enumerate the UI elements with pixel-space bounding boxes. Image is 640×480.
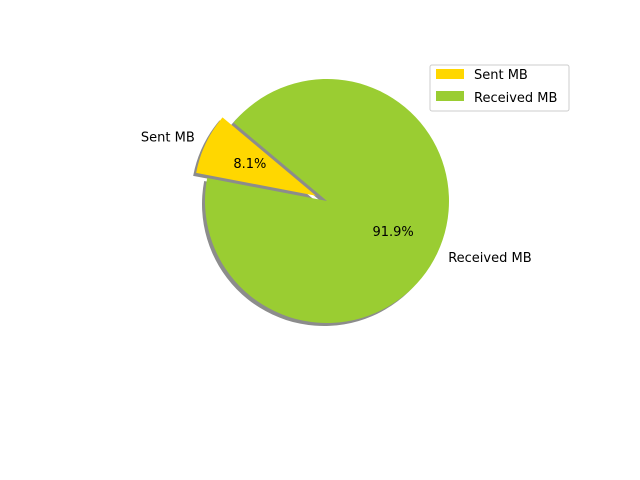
slice-label-received-mb: Received MB: [448, 251, 531, 266]
pie-slice-layer: [196, 78, 449, 323]
slice-label-sent-mb: Sent MB: [141, 131, 195, 146]
legend-swatch-sent: [436, 69, 464, 79]
legend-swatch-received: [436, 91, 464, 101]
pie-slice-received-mb: [204, 78, 449, 323]
legend-entry-sent: Sent MB: [474, 68, 528, 83]
pie-slice-sent-mb: [196, 117, 316, 196]
legend-frame: [429, 64, 570, 112]
legend-entry-received: Received MB: [474, 91, 557, 106]
pie-label-layer: Sent MB 8.1% Received MB 91.9%: [141, 131, 532, 266]
percent-label-sent-mb: 8.1%: [233, 157, 266, 172]
legend: Sent MB Received MB: [429, 64, 570, 112]
percent-label-received-mb: 91.9%: [372, 225, 413, 240]
